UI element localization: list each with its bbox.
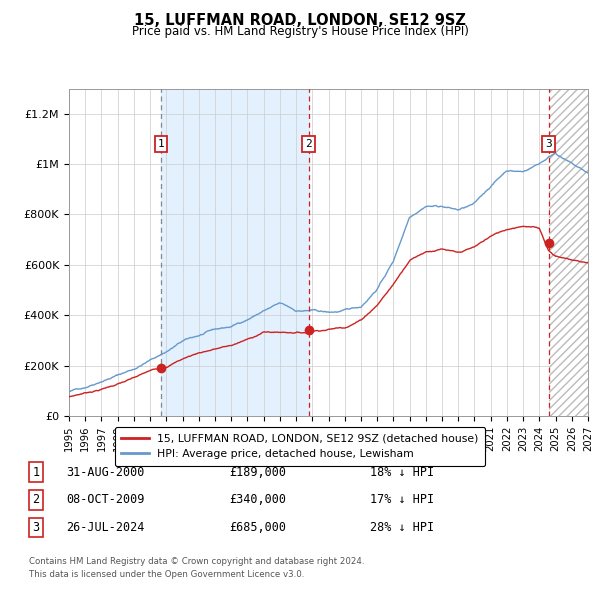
Text: 2: 2 <box>305 139 312 149</box>
Text: Contains HM Land Registry data © Crown copyright and database right 2024.: Contains HM Land Registry data © Crown c… <box>29 558 364 566</box>
Text: 28% ↓ HPI: 28% ↓ HPI <box>370 521 434 534</box>
Text: 17% ↓ HPI: 17% ↓ HPI <box>370 493 434 506</box>
Text: £340,000: £340,000 <box>229 493 287 506</box>
Text: 1: 1 <box>32 466 40 478</box>
Text: This data is licensed under the Open Government Licence v3.0.: This data is licensed under the Open Gov… <box>29 571 304 579</box>
Bar <box>548 88 588 416</box>
Text: 2: 2 <box>32 493 40 506</box>
Text: 08-OCT-2009: 08-OCT-2009 <box>66 493 144 506</box>
Text: Price paid vs. HM Land Registry's House Price Index (HPI): Price paid vs. HM Land Registry's House … <box>131 25 469 38</box>
Text: 26-JUL-2024: 26-JUL-2024 <box>66 521 144 534</box>
Legend: 15, LUFFMAN ROAD, LONDON, SE12 9SZ (detached house), HPI: Average price, detache: 15, LUFFMAN ROAD, LONDON, SE12 9SZ (deta… <box>115 427 485 466</box>
Text: 1: 1 <box>158 139 164 149</box>
Text: 3: 3 <box>545 139 552 149</box>
Text: 18% ↓ HPI: 18% ↓ HPI <box>370 466 434 478</box>
Text: 31-AUG-2000: 31-AUG-2000 <box>66 466 144 478</box>
Bar <box>161 88 308 416</box>
Text: 3: 3 <box>32 521 40 534</box>
Text: £189,000: £189,000 <box>229 466 287 478</box>
Text: £685,000: £685,000 <box>229 521 287 534</box>
Text: 15, LUFFMAN ROAD, LONDON, SE12 9SZ: 15, LUFFMAN ROAD, LONDON, SE12 9SZ <box>134 13 466 28</box>
